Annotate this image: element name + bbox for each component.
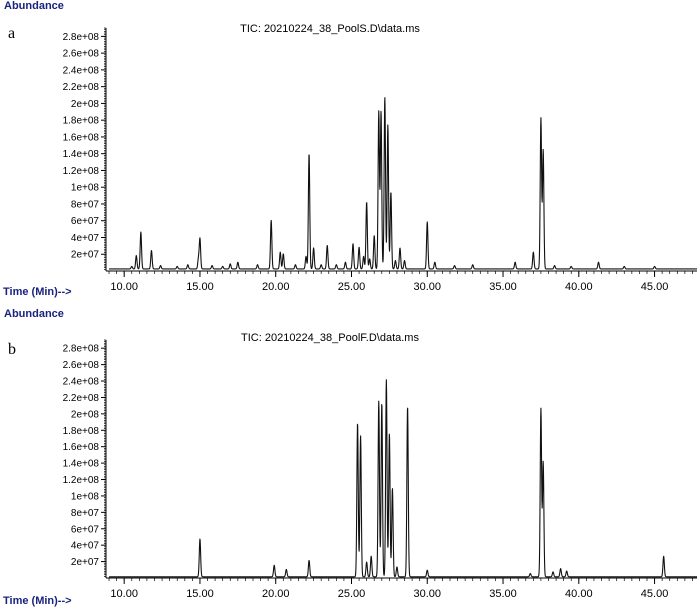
y-tick-label: 1e+08 xyxy=(71,183,100,194)
x-tick-label: 45.00 xyxy=(641,281,669,293)
y-tick-label: 8e+07 xyxy=(71,508,100,519)
y-tick-label: 2.4e+08 xyxy=(63,65,100,76)
panel-label-a: a xyxy=(8,25,15,42)
y-tick-label: 1.6e+08 xyxy=(63,442,100,453)
y-tick-label: 6e+07 xyxy=(71,524,100,535)
x-tick-label: 20.00 xyxy=(262,588,290,600)
x-tick-label: 15.00 xyxy=(186,588,214,600)
y-tick-label: 2.6e+08 xyxy=(63,360,100,371)
x-tick-label: 10.00 xyxy=(110,281,138,293)
y-tick-label: 4e+07 xyxy=(71,541,100,552)
x-tick-label: 40.00 xyxy=(565,588,593,600)
x-tick-label: 40.00 xyxy=(565,281,593,293)
xlabel-b: Time (Min)--> xyxy=(3,595,72,607)
y-tick-label: 2.4e+08 xyxy=(63,377,100,388)
y-tick-label: 2.8e+08 xyxy=(63,344,100,355)
y-tick-label: 2.8e+08 xyxy=(63,32,100,43)
y-tick-label: 1.4e+08 xyxy=(63,149,100,160)
panel-a: Abundance a TIC: 20210224_38_PoolS.D\dat… xyxy=(3,0,698,298)
tic-trace xyxy=(108,97,698,270)
y-tick-label: 2e+08 xyxy=(71,99,100,110)
y-tick-label: 8e+07 xyxy=(71,199,100,210)
xlabel-a: Time (Min)--> xyxy=(3,286,72,298)
y-tick-label: 2e+07 xyxy=(71,250,100,261)
y-tick-label: 4e+07 xyxy=(71,233,100,244)
y-tick-label: 1.2e+08 xyxy=(63,166,100,177)
x-tick-label: 20.00 xyxy=(262,281,290,293)
panel-label-b: b xyxy=(8,341,16,358)
x-tick-label: 25.00 xyxy=(338,281,366,293)
x-tick-label: 45.00 xyxy=(641,588,669,600)
ylabel-b: Abundance xyxy=(4,308,64,320)
y-tick-label: 2.6e+08 xyxy=(63,49,100,60)
y-tick-label: 1e+08 xyxy=(71,491,100,502)
y-tick-label: 2.2e+08 xyxy=(63,393,100,404)
y-tick-label: 1.8e+08 xyxy=(63,116,100,127)
y-tick-label: 6e+07 xyxy=(71,216,100,227)
x-tick-label: 25.00 xyxy=(338,588,366,600)
y-tick-label: 2.2e+08 xyxy=(63,82,100,93)
y-tick-label: 2e+07 xyxy=(71,557,100,568)
x-tick-label: 30.00 xyxy=(413,588,441,600)
x-tick-label: 35.00 xyxy=(489,281,517,293)
chart-title-a: TIC: 20210224_38_PoolS.D\data.ms xyxy=(240,23,420,35)
y-tick-label: 1.4e+08 xyxy=(63,459,100,470)
y-tick-label: 2e+08 xyxy=(71,409,100,420)
ylabel-a: Abundance xyxy=(4,0,64,12)
x-tick-label: 30.00 xyxy=(413,281,441,293)
y-tick-label: 1.2e+08 xyxy=(63,475,100,486)
chart-title-b: TIC: 20210224_38_PoolF.D\data.ms xyxy=(241,332,419,344)
x-tick-label: 10.00 xyxy=(110,588,138,600)
panel-b: Abundance b TIC: 20210224_38_PoolF.D\dat… xyxy=(3,308,698,607)
x-tick-label: 15.00 xyxy=(186,281,214,293)
y-tick-label: 1.8e+08 xyxy=(63,426,100,437)
y-tick-label: 1.6e+08 xyxy=(63,132,100,143)
x-tick-label: 35.00 xyxy=(489,588,517,600)
tic-trace xyxy=(108,379,698,578)
